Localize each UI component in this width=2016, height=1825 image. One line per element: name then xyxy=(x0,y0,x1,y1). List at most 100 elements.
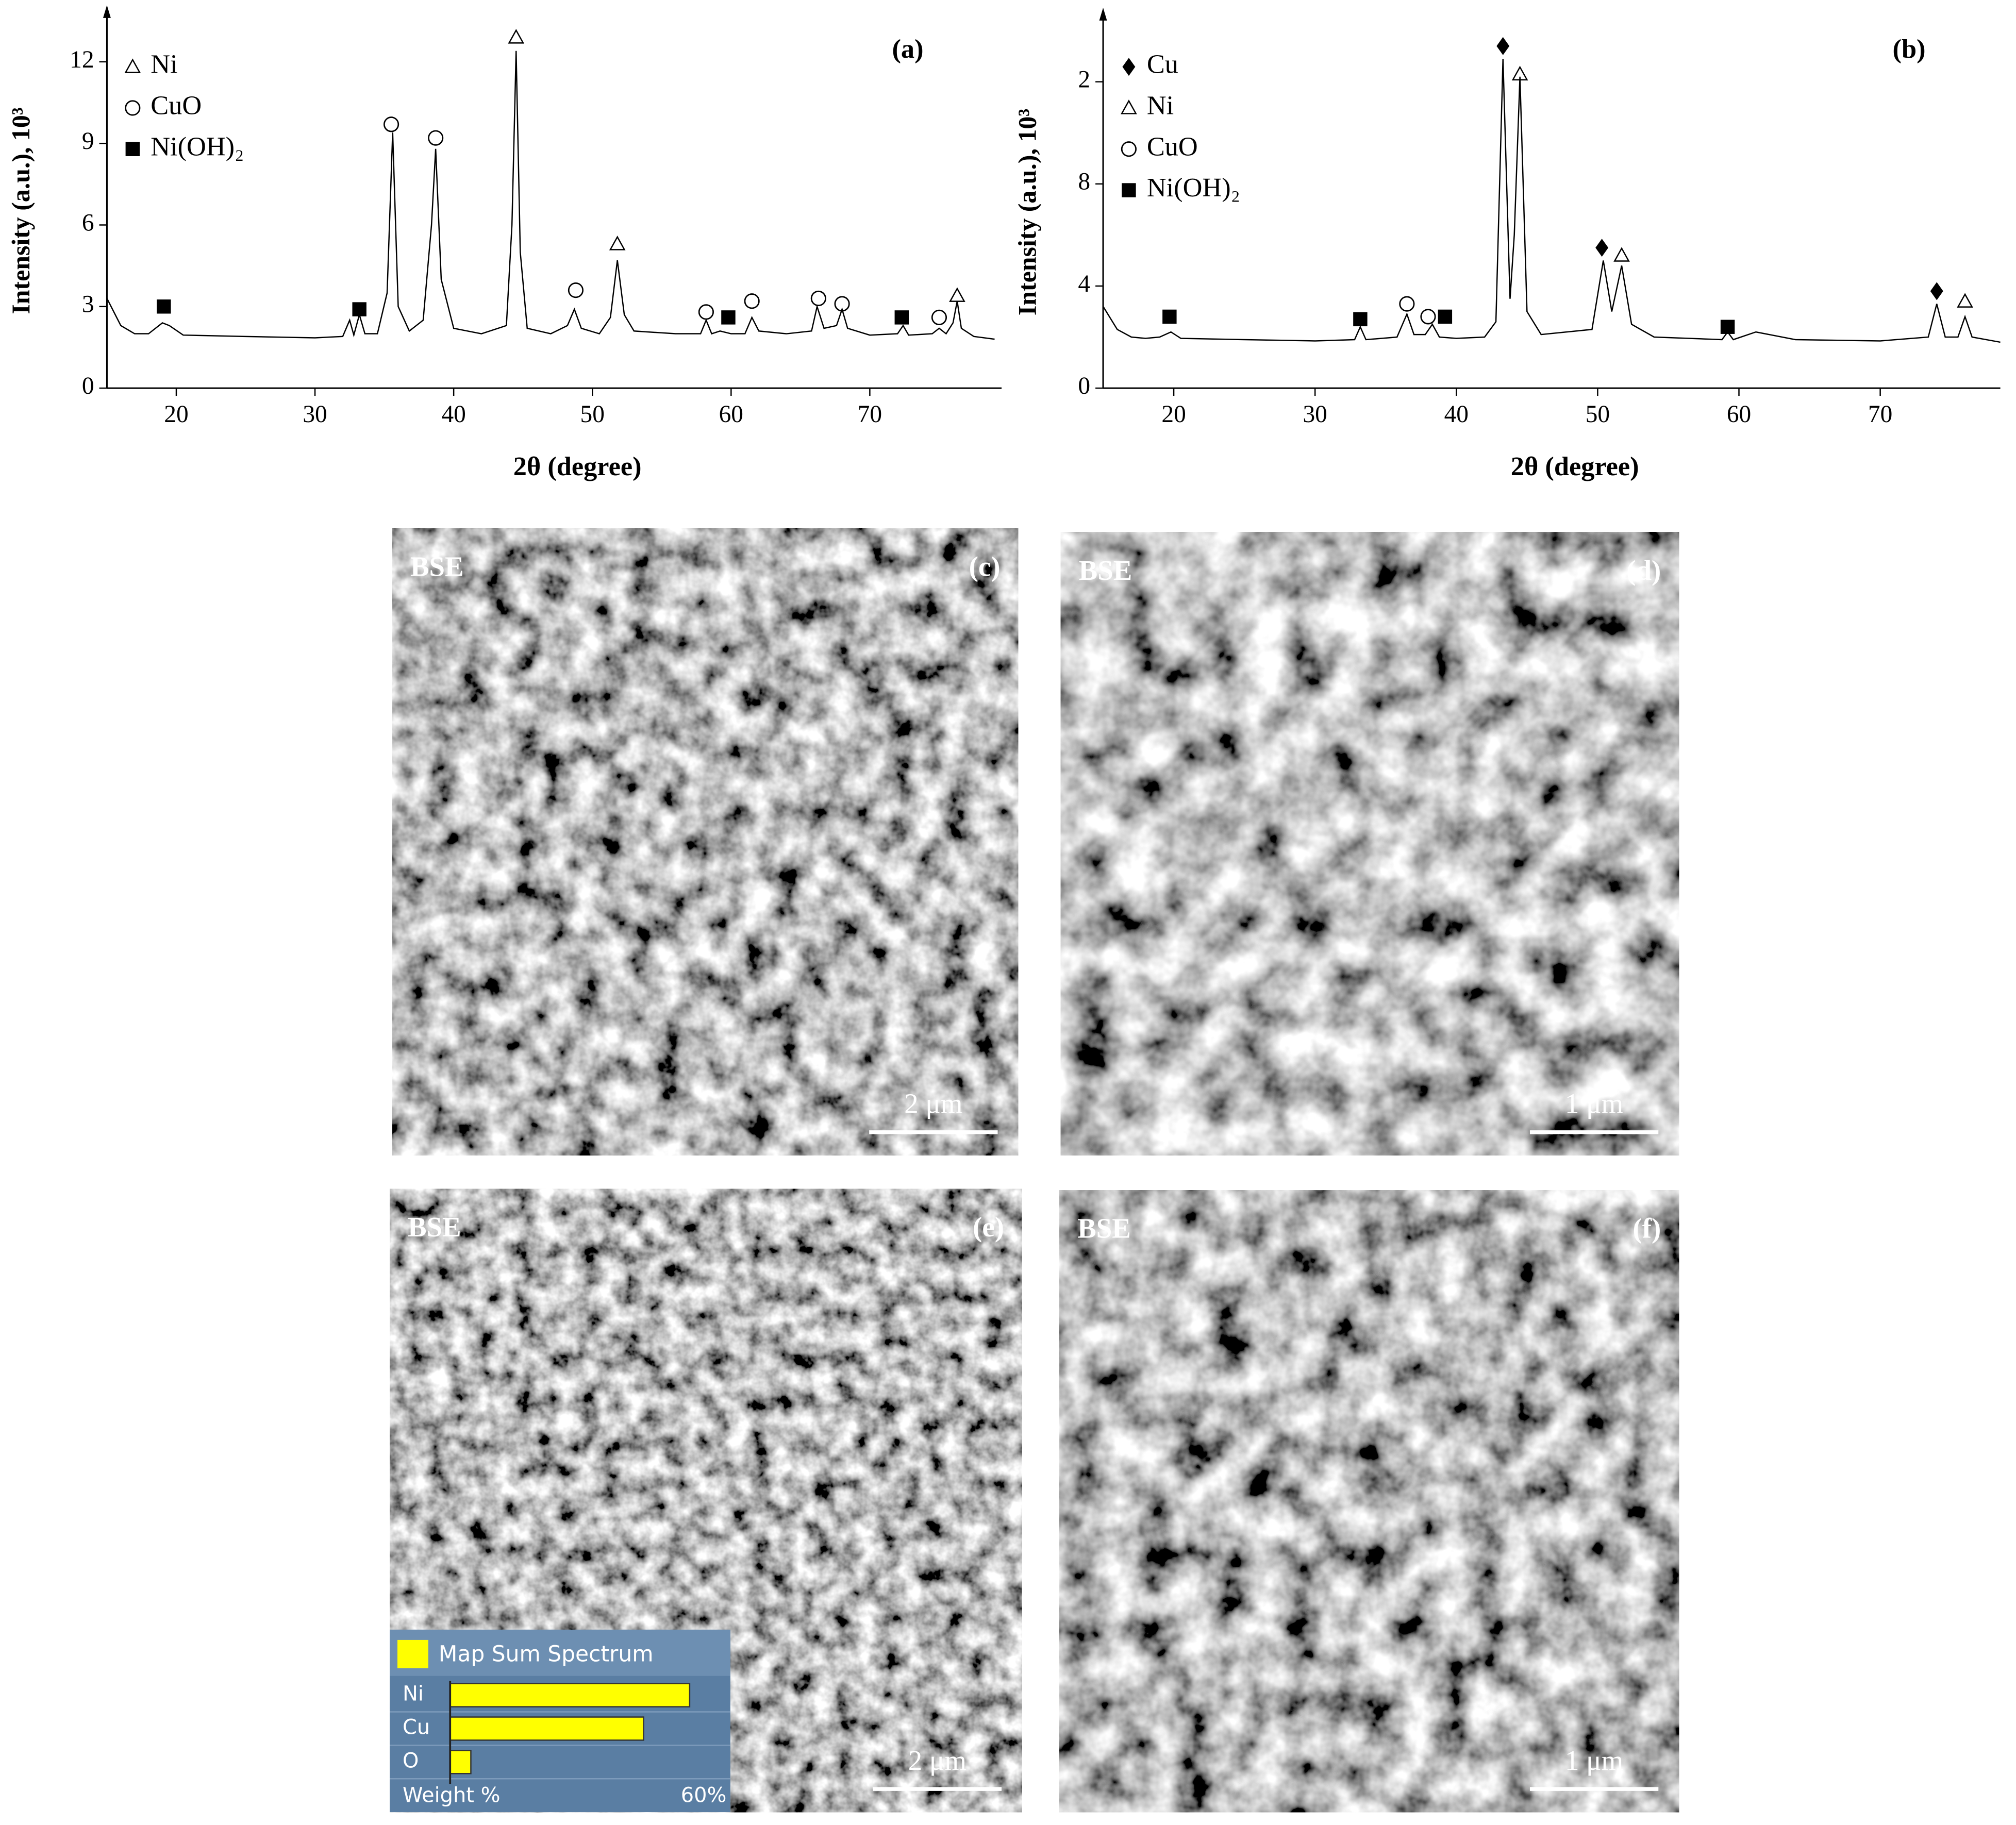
detector-label: BSE xyxy=(410,550,464,582)
phase-marker xyxy=(428,130,444,146)
legend-label: Ni xyxy=(1147,90,1174,120)
y-tick-label: 6 xyxy=(82,209,94,236)
detector-label: BSE xyxy=(408,1211,461,1243)
legend-label: CuO xyxy=(151,90,202,120)
y-tick-label: 3 xyxy=(82,291,94,318)
panel-label: (f) xyxy=(1632,1213,1661,1244)
x-tick-label: 40 xyxy=(441,401,465,428)
x-axis-label: 2θ (degree) xyxy=(1511,451,1639,481)
panel-label: (e) xyxy=(973,1211,1004,1243)
category-label: Ni xyxy=(403,1682,424,1706)
detector-label: BSE xyxy=(1079,555,1132,586)
x-tick-label: 30 xyxy=(303,401,327,428)
legend-symbol xyxy=(1121,141,1137,157)
phase-marker xyxy=(508,29,525,44)
inset-header xyxy=(390,1629,730,1676)
legend-label: CuO xyxy=(1147,131,1198,161)
bar xyxy=(449,1750,472,1774)
y-tick-label: 9 xyxy=(82,128,94,155)
y-axis-label: Intensity (a.u.), 10³ xyxy=(1013,109,1041,315)
y-tick-label: 0 xyxy=(1078,373,1090,399)
phase-marker xyxy=(698,304,714,320)
x-tick-label: 60 xyxy=(1727,401,1751,428)
phase-marker xyxy=(157,299,171,314)
phase-marker xyxy=(1957,293,1973,308)
bar xyxy=(449,1683,691,1707)
phase-marker xyxy=(1353,312,1368,327)
x-tick-label: 60% xyxy=(681,1784,727,1807)
category-label: Cu xyxy=(403,1715,430,1739)
phase-marker xyxy=(1613,247,1630,262)
panel-label: (a) xyxy=(892,34,923,64)
axis-arrow xyxy=(1099,7,1107,21)
x-axis-label: Weight % xyxy=(403,1784,500,1807)
scale-bar-label: 2 μm xyxy=(904,1088,962,1119)
x-tick-label: 40 xyxy=(1444,401,1469,428)
scale-bar-label: 1 μm xyxy=(1565,1088,1623,1119)
phase-marker xyxy=(1720,320,1735,334)
legend-swatch xyxy=(397,1639,428,1668)
phase-marker xyxy=(744,293,760,309)
legend-label: Map Sum Spectrum xyxy=(439,1641,654,1666)
phase-marker xyxy=(1595,239,1609,257)
phase-marker xyxy=(1162,309,1177,324)
phase-marker xyxy=(1930,282,1943,300)
axis-arrow xyxy=(103,5,111,18)
phase-marker xyxy=(721,310,736,325)
phase-marker xyxy=(931,309,947,325)
phase-marker xyxy=(894,310,909,325)
sem-image xyxy=(1058,1189,1680,1813)
y-tick-label: 4 xyxy=(1078,271,1090,297)
x-tick-label: 60 xyxy=(719,401,743,428)
detector-label: BSE xyxy=(1077,1213,1131,1244)
phase-marker xyxy=(1438,309,1453,324)
y-axis-label: Intensity (a.u.), 10³ xyxy=(7,107,35,314)
x-tick-label: 70 xyxy=(1868,401,1892,428)
legend-label: Cu xyxy=(1147,49,1178,79)
phase-marker xyxy=(834,296,850,312)
panel-label: (b) xyxy=(1893,34,1926,64)
phase-marker xyxy=(1511,65,1528,81)
phase-marker xyxy=(1496,37,1510,55)
legend-symbol xyxy=(125,142,140,156)
panel-label: (c) xyxy=(969,550,1001,582)
x-tick-label: 50 xyxy=(1586,401,1610,428)
xrd-line xyxy=(1102,59,2001,343)
eds-inset: Map Sum Spectrum Ni Cu O Weight % 60% xyxy=(390,1629,730,1813)
phase-marker xyxy=(383,116,399,132)
legend-symbol xyxy=(124,58,141,73)
xrd-line xyxy=(106,51,995,340)
legend-symbol xyxy=(1122,183,1136,197)
y-tick-label: 0 xyxy=(82,373,94,399)
x-tick-label: 20 xyxy=(164,401,188,428)
x-axis-label: 2θ (degree) xyxy=(513,451,642,481)
phase-marker xyxy=(949,287,965,302)
legend-symbol xyxy=(1121,99,1137,114)
legend-symbol xyxy=(1122,58,1136,76)
phase-marker xyxy=(352,302,366,316)
x-tick-label: 30 xyxy=(1303,401,1327,428)
x-tick-label: 20 xyxy=(1161,401,1186,428)
scale-bar-label: 1 μm xyxy=(1565,1745,1623,1776)
bar xyxy=(449,1716,644,1741)
sem-image xyxy=(1060,531,1680,1157)
phase-marker xyxy=(1399,296,1415,312)
y-tick-label: 12 xyxy=(70,46,94,73)
y-tick-label: 8 xyxy=(1078,169,1090,195)
phase-marker xyxy=(609,236,626,250)
x-tick-label: 50 xyxy=(580,401,605,428)
category-label: O xyxy=(403,1749,419,1772)
legend-label: Ni(OH)₂ xyxy=(1147,173,1240,203)
phase-marker xyxy=(1420,309,1436,325)
panel-label: (d) xyxy=(1626,555,1661,586)
y-tick-label: 2 xyxy=(1078,66,1090,93)
legend-symbol xyxy=(125,100,141,116)
phase-marker xyxy=(810,290,826,307)
sem-image xyxy=(391,527,1019,1157)
legend-label: Ni(OH)₂ xyxy=(151,131,244,161)
x-tick-label: 70 xyxy=(858,401,882,428)
phase-marker xyxy=(568,282,584,298)
scale-bar-label: 2 μm xyxy=(908,1745,967,1776)
